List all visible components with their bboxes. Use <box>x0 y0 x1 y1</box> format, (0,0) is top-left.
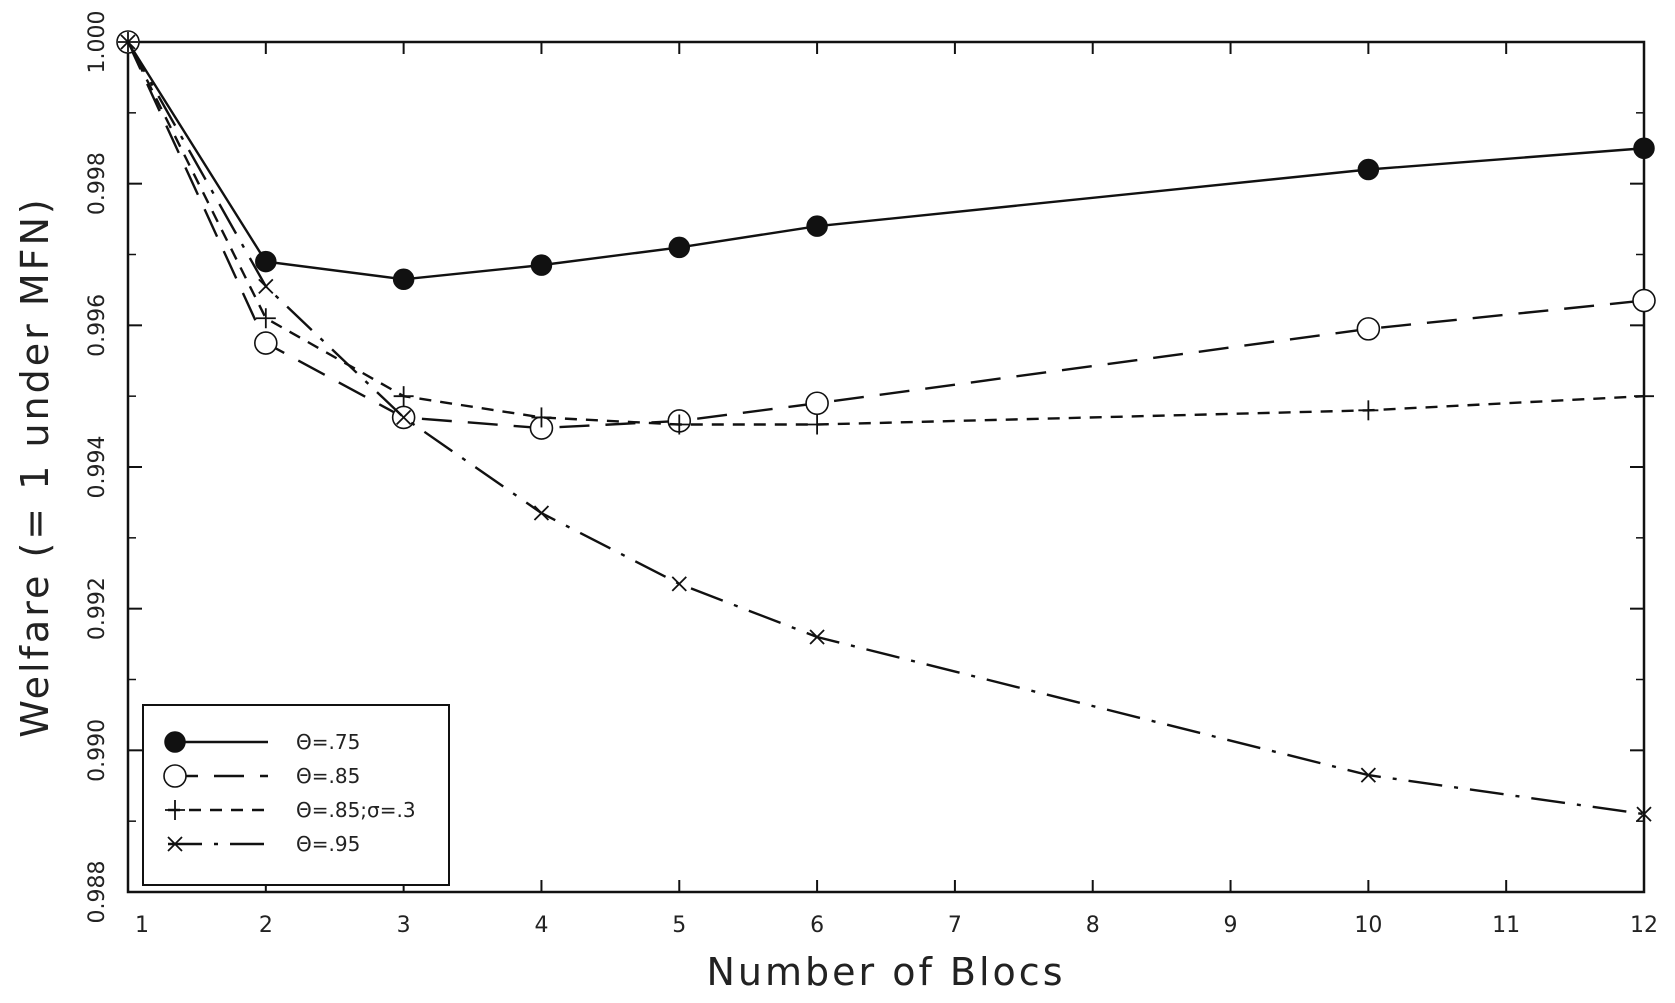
data-point <box>807 414 828 435</box>
series-line <box>126 41 1645 430</box>
data-point <box>671 576 687 592</box>
legend-label: Θ=.75 <box>296 730 360 754</box>
data-point <box>533 505 550 521</box>
series-3 <box>118 32 1654 435</box>
y-tick-label: 0.992 <box>85 577 110 640</box>
data-point <box>255 250 277 273</box>
data-point <box>1634 386 1654 407</box>
x-tick-label: 1 <box>135 913 149 938</box>
x-tick-label: 11 <box>1492 913 1520 938</box>
series-line <box>126 41 1645 426</box>
x-tick-label: 5 <box>672 913 686 938</box>
data-point <box>1356 317 1381 341</box>
series-layer <box>116 30 1656 822</box>
legend-entry: Θ=.95 <box>167 832 360 856</box>
x-axis-ticks: 1 2 3 4 5 6 7 8 9 10 11 12 <box>127 42 1658 938</box>
y-tick-label: 0.990 <box>85 719 110 782</box>
x-axis-title: Number of Blocs <box>706 950 1065 994</box>
series-1 <box>117 31 1655 291</box>
data-point <box>530 254 553 276</box>
legend-entry: Θ=.85 <box>163 764 360 788</box>
legend-label: Θ=.85 <box>296 764 360 788</box>
series-line <box>126 41 1645 816</box>
legend-entry: Θ=.75 <box>164 730 360 754</box>
data-point <box>164 731 186 753</box>
data-point <box>167 836 183 852</box>
x-tick-label: 10 <box>1354 913 1382 938</box>
data-point <box>805 391 829 416</box>
x-tick-label: 12 <box>1630 913 1658 938</box>
data-point <box>393 386 414 407</box>
data-point <box>163 764 187 788</box>
y-tick-label: 0.998 <box>85 152 110 215</box>
legend: Θ=.75 Θ=.85 Θ=.85;σ=.3 Θ=.95 <box>142 704 450 886</box>
y-axis-title: Welfare (= 1 under MFN) <box>13 196 57 737</box>
y-tick-label: 1.000 <box>85 11 110 74</box>
data-point <box>1357 158 1380 181</box>
x-tick-label: 3 <box>397 913 411 938</box>
y-tick-label: 0.994 <box>85 436 110 499</box>
legend-entry: Θ=.85;σ=.3 <box>165 798 416 822</box>
data-point <box>120 34 136 50</box>
data-point <box>1360 767 1377 783</box>
data-point <box>258 278 274 295</box>
x-tick-label: 6 <box>810 913 824 938</box>
data-point <box>806 215 828 237</box>
x-tick-label: 9 <box>1224 913 1238 938</box>
data-point <box>668 236 691 259</box>
data-point <box>254 331 278 355</box>
series-4 <box>120 34 1652 822</box>
data-point <box>1358 400 1379 421</box>
x-tick-label: 2 <box>259 913 273 938</box>
data-point <box>1636 806 1652 822</box>
data-point <box>809 629 825 645</box>
y-tick-label: 0.996 <box>85 294 110 357</box>
series-2 <box>116 30 1656 440</box>
x-tick-label: 8 <box>1086 913 1100 938</box>
data-point <box>395 409 412 426</box>
data-point <box>392 268 415 291</box>
y-axis-ticks: 0.988 0.990 0.992 0.994 0.996 0.998 1.000 <box>85 11 1644 924</box>
x-tick-label: 7 <box>948 913 962 938</box>
legend-label: Θ=.85;σ=.3 <box>296 798 416 822</box>
data-point <box>165 800 185 820</box>
data-point <box>531 407 552 428</box>
x-tick-label: 4 <box>534 913 548 938</box>
legend-box <box>142 704 450 886</box>
data-point <box>1632 288 1656 313</box>
data-point <box>255 308 276 329</box>
legend-label: Θ=.95 <box>296 832 360 856</box>
data-point <box>669 414 690 435</box>
data-point <box>1633 137 1655 159</box>
y-tick-label: 0.988 <box>85 861 110 924</box>
series-line <box>126 41 1645 281</box>
